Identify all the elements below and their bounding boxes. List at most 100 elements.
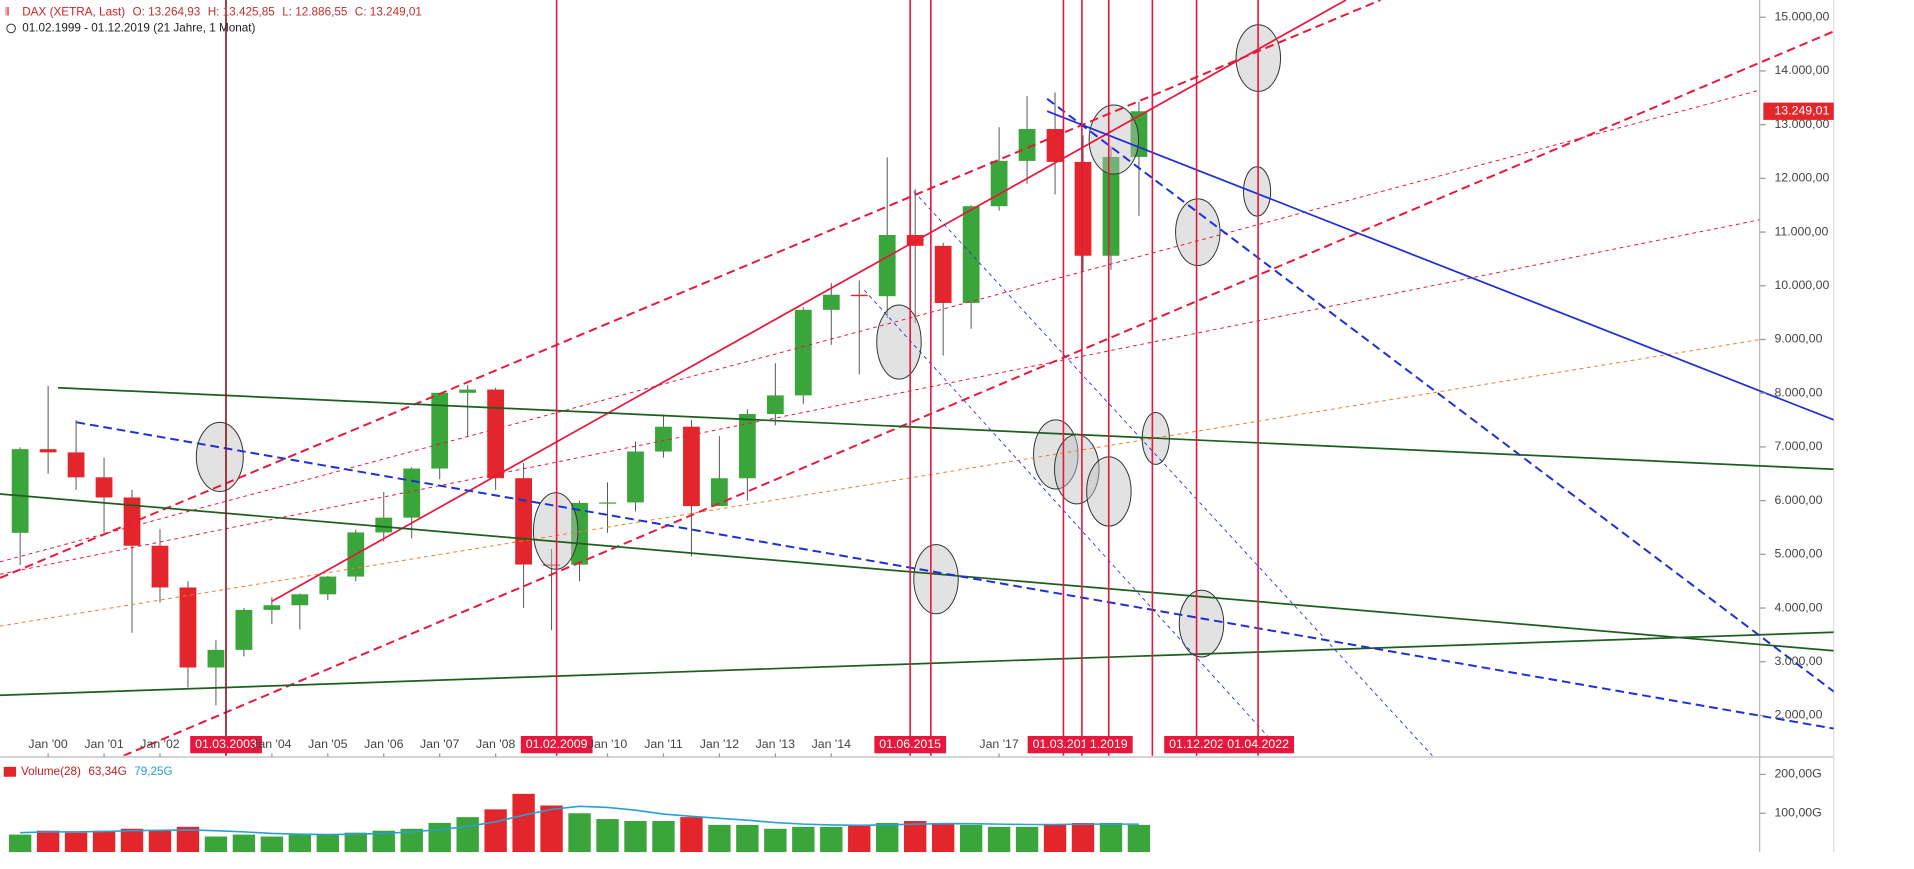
trend-line bbox=[57, 386, 1834, 471]
y-tick-label: 6.000,00 bbox=[1774, 493, 1822, 507]
y-tick-label: 5.000,00 bbox=[1774, 547, 1822, 561]
x-tick-label: Jan '06 bbox=[364, 737, 404, 751]
trend-line bbox=[271, 0, 1347, 603]
candle-body bbox=[207, 649, 225, 668]
volume-bar bbox=[680, 817, 703, 853]
x-tick-label: Jan '13 bbox=[756, 737, 796, 751]
marker-label-box bbox=[1164, 735, 1230, 754]
trend-line bbox=[0, 339, 1760, 627]
candle-body bbox=[850, 294, 868, 297]
candle-body bbox=[375, 517, 393, 533]
candles bbox=[8, 92, 1151, 853]
candle-body bbox=[1018, 129, 1036, 161]
marker-label-box bbox=[190, 735, 262, 754]
x-tick-label: Jan '14 bbox=[812, 737, 852, 751]
volume-bar bbox=[372, 830, 395, 853]
volume-bar bbox=[568, 813, 591, 853]
trend-line bbox=[1046, 98, 1834, 693]
volume-bar bbox=[36, 830, 60, 853]
y-tick-label: 14.000,00 bbox=[1774, 63, 1829, 77]
y-tick-label: 200,00G bbox=[1774, 767, 1821, 781]
volume-bar bbox=[148, 830, 172, 853]
x-tick-label: Jan '04 bbox=[252, 737, 292, 751]
marker-label: 01.03.2018 bbox=[1033, 737, 1095, 751]
volume-bar bbox=[204, 836, 228, 853]
candle-body bbox=[179, 587, 197, 668]
volume-bar bbox=[792, 826, 815, 853]
marker-label: 01.12.202 bbox=[1169, 737, 1224, 751]
y-tick-label: 8.000,00 bbox=[1774, 385, 1822, 399]
trend-line bbox=[123, 30, 1834, 756]
volume-bar bbox=[8, 834, 32, 853]
volume-title: Volume(28) bbox=[21, 765, 81, 778]
x-tick-label: Jan '10 bbox=[588, 737, 628, 751]
candle-body bbox=[487, 389, 505, 479]
x-tick-label: Jan '02 bbox=[140, 737, 180, 751]
candle-body bbox=[39, 449, 57, 453]
highlight-ellipse bbox=[1242, 166, 1272, 217]
header-value: O: 13.264,93 bbox=[133, 5, 201, 18]
x-tick-label: Jan '05 bbox=[308, 737, 348, 751]
candle-body bbox=[431, 392, 449, 469]
candle-body bbox=[459, 389, 477, 393]
candle-body bbox=[655, 426, 672, 452]
trend-lines bbox=[0, 0, 1834, 756]
chart-header: DAX (XETRA, Last) O: 13.264,93 H: 13.425,8… bbox=[22, 5, 422, 18]
y-tick-label: 100,00G bbox=[1774, 806, 1821, 820]
candle-body bbox=[990, 160, 1008, 207]
volume-bar bbox=[428, 822, 451, 853]
highlight-ellipse bbox=[532, 492, 579, 570]
x-tick-label: Jan '12 bbox=[700, 737, 740, 751]
y-tick-label: 11.000,00 bbox=[1774, 224, 1828, 238]
volume-bar bbox=[484, 809, 507, 853]
candle-body bbox=[291, 594, 309, 606]
candle-body bbox=[67, 452, 85, 478]
volume-bar bbox=[624, 821, 647, 853]
x-tick-label: Jan '01 bbox=[84, 737, 124, 751]
volume-bar bbox=[708, 824, 731, 853]
y-tick-label: 15.000,00 bbox=[1774, 9, 1829, 23]
header: ⫴ DAX (XETRA, Last) O: 13.264,93 H: 13.425… bbox=[3, 5, 422, 778]
x-tick-label: Jan '11 bbox=[644, 737, 683, 751]
x-tick-label: Jan '17 bbox=[979, 737, 1019, 751]
volume-bar bbox=[120, 828, 144, 853]
volume-bar bbox=[876, 822, 899, 853]
volume-bar bbox=[176, 826, 200, 853]
markers: 01.03.2003 01.02.2009 01.06.2015 01.03.2018… bbox=[190, 0, 1295, 756]
highlight-ellipse bbox=[913, 544, 959, 615]
highlight-ellipse bbox=[1178, 589, 1225, 658]
volume-bar bbox=[1099, 822, 1123, 853]
clock-icon bbox=[6, 23, 16, 34]
header-value: C: 13.249,01 bbox=[355, 5, 422, 18]
trend-line bbox=[0, 219, 1760, 575]
volume-bar bbox=[456, 817, 479, 853]
candle-body bbox=[403, 468, 421, 518]
volume-bar bbox=[987, 826, 1011, 853]
candle-body bbox=[711, 478, 728, 507]
candle-body bbox=[794, 309, 812, 396]
volume-bar bbox=[344, 832, 367, 853]
candle-body bbox=[822, 294, 840, 310]
trend-line bbox=[0, 493, 1834, 652]
highlight-ellipse bbox=[1175, 198, 1221, 267]
candle-body bbox=[599, 502, 616, 504]
trend-line bbox=[0, 0, 1381, 579]
candle-body bbox=[515, 478, 532, 565]
marker-label-box bbox=[1027, 735, 1100, 754]
trend-line bbox=[76, 421, 1834, 730]
volume-bar bbox=[959, 824, 983, 853]
header-value: L: 12.886,55 bbox=[282, 5, 348, 18]
volume-bar bbox=[736, 824, 759, 853]
chart-title: DAX (XETRA, Last) bbox=[22, 5, 125, 18]
volume-bar bbox=[1043, 824, 1067, 853]
last-price-label: 13.249,01 bbox=[1774, 104, 1829, 118]
chart-icon: ⫴ bbox=[5, 6, 10, 18]
marker-label: 01.04.2022 bbox=[1227, 737, 1289, 751]
x-tick-label: Jan '00 bbox=[28, 737, 68, 751]
y-tick-label: 4.000,00 bbox=[1774, 600, 1822, 614]
candle-body bbox=[11, 449, 29, 533]
candle-body bbox=[319, 576, 337, 595]
highlight-ellipse bbox=[876, 304, 922, 380]
